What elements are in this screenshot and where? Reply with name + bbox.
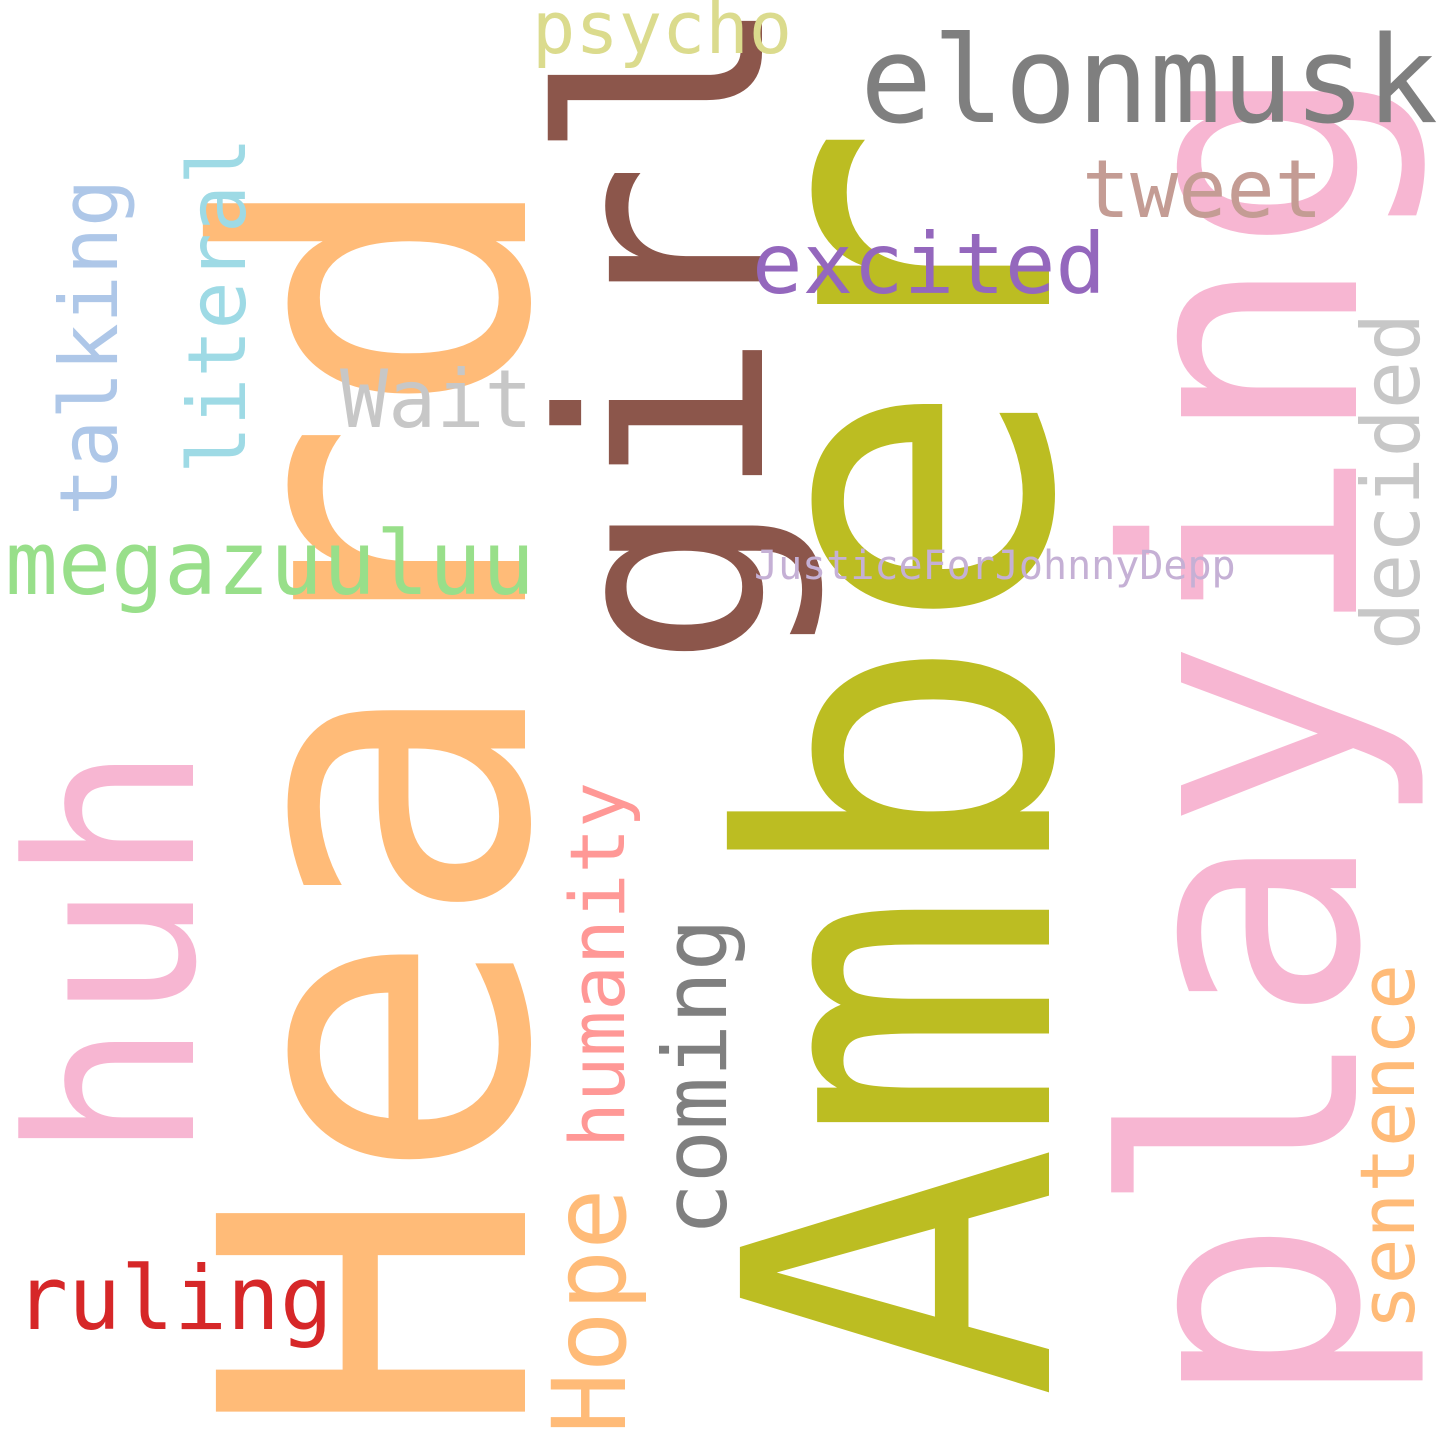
word-huh: huh — [0, 744, 248, 1160]
word-justice-for-johnny-depp: JusticeForJohnnyDepp — [754, 543, 1236, 589]
word-psycho: psycho — [532, 0, 793, 70]
word-humanity: humanity — [553, 781, 642, 1148]
word-sentence: sentence — [1343, 963, 1432, 1330]
word-talking: talking — [43, 178, 136, 516]
word-ruling: ruling — [15, 1247, 333, 1350]
word-hope: Hope — [531, 1188, 650, 1434]
word-coming: coming — [644, 918, 747, 1236]
word-excited: excited — [752, 215, 1107, 313]
word-elonmusk: elonmusk — [860, 12, 1438, 151]
word-tweet: tweet — [1082, 143, 1323, 236]
word-decided: decided — [1345, 312, 1438, 650]
word-literal: literal — [171, 136, 264, 474]
word-megazuuluu: megazuuluu — [5, 512, 535, 615]
word-wait: Wait — [340, 353, 533, 446]
